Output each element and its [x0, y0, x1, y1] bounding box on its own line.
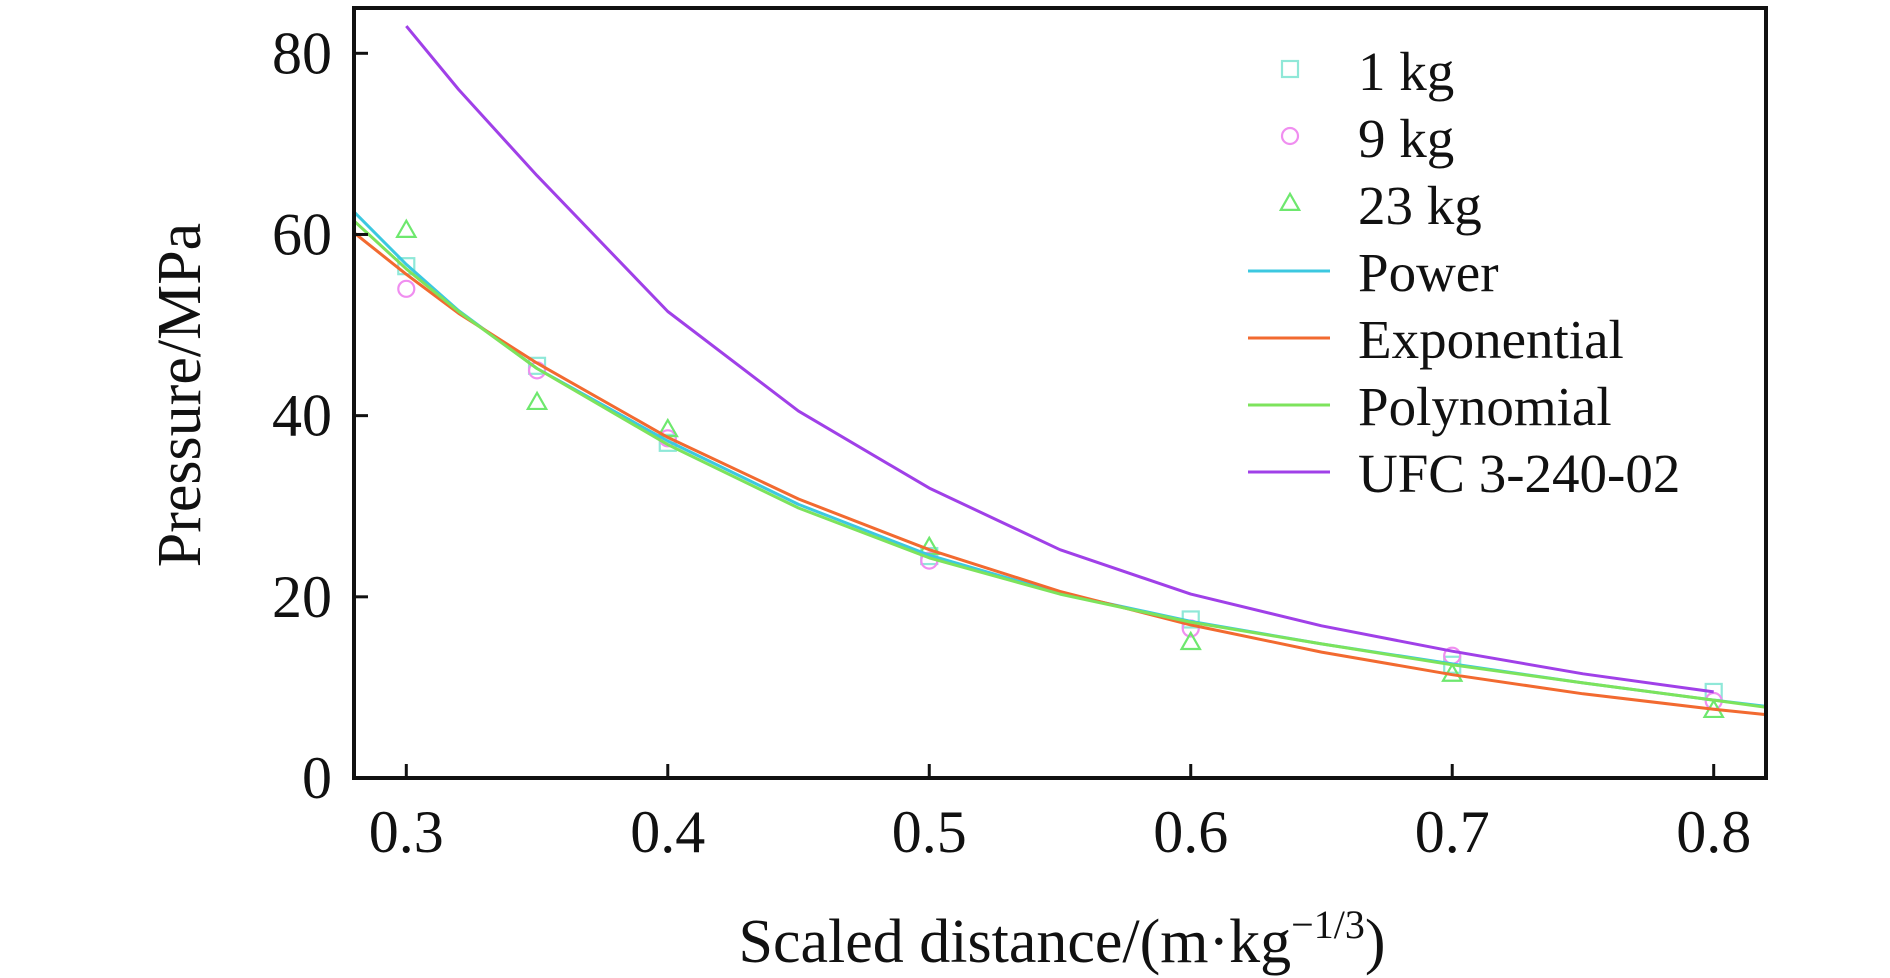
legend-label: Exponential — [1358, 309, 1624, 370]
data-point — [658, 433, 677, 452]
y-axis-title: Pressure/MPa — [146, 223, 214, 567]
y-tick-label: 0 — [302, 745, 332, 811]
x-tick-label: 0.4 — [630, 799, 705, 865]
legend-marker — [1280, 59, 1300, 79]
legend-item-ufc-3-240-02: UFC 3-240-02 — [1248, 443, 1680, 504]
legend-item-23-kg: 23 kg — [1278, 175, 1482, 236]
series-line-ufc-3-240-02 — [405, 25, 1714, 694]
y-tick-label: 40 — [272, 383, 332, 449]
x-tick-label: 0.5 — [892, 799, 967, 865]
data-point — [397, 279, 416, 298]
legend-marker — [1280, 126, 1300, 146]
x-axis-title-superscript: −1/3 — [1291, 902, 1365, 947]
legend-label: 23 kg — [1358, 175, 1482, 236]
legend-label: Power — [1358, 242, 1499, 303]
legend-item-1-kg: 1 kg — [1280, 41, 1454, 102]
legend-marker — [1278, 191, 1302, 211]
legend-item-power: Power — [1248, 242, 1499, 303]
y-tick-label: 20 — [272, 564, 332, 630]
plot-frame — [352, 6, 1768, 780]
x-tick-label: 0.6 — [1153, 799, 1228, 865]
legend-label: Polynomial — [1358, 376, 1612, 437]
data-point — [395, 218, 418, 238]
x-tick-label: 0.3 — [369, 799, 444, 865]
series-line-polynomial — [352, 219, 1767, 709]
x-tick-label: 0.8 — [1676, 799, 1751, 865]
series-layer — [352, 25, 1767, 719]
data-point — [525, 390, 549, 411]
x-tick-label: 0.7 — [1415, 799, 1490, 865]
data-point — [527, 356, 547, 375]
legend-label: UFC 3-240-02 — [1358, 443, 1680, 504]
x-axis-title: Scaled distance/(m·kg−1/3) — [739, 902, 1386, 976]
data-point — [1179, 630, 1202, 651]
legend-label: 9 kg — [1358, 108, 1454, 169]
ticks-layer: 0.3 0.4 0.5 0.6 0.7 0.8 0 20 40 60 80 — [272, 20, 1751, 865]
x-axis-title-suffix: ) — [1365, 908, 1386, 976]
legend-item-9-kg: 9 kg — [1280, 108, 1454, 169]
legend-label: 1 kg — [1358, 41, 1454, 102]
y-tick-label: 60 — [272, 201, 332, 267]
legend-item-polynomial: Polynomial — [1248, 376, 1612, 437]
y-tick-label: 80 — [272, 20, 332, 86]
x-axis-title-main: Scaled distance/(m·kg — [739, 908, 1292, 976]
legend-item-exponential: Exponential — [1248, 309, 1624, 370]
